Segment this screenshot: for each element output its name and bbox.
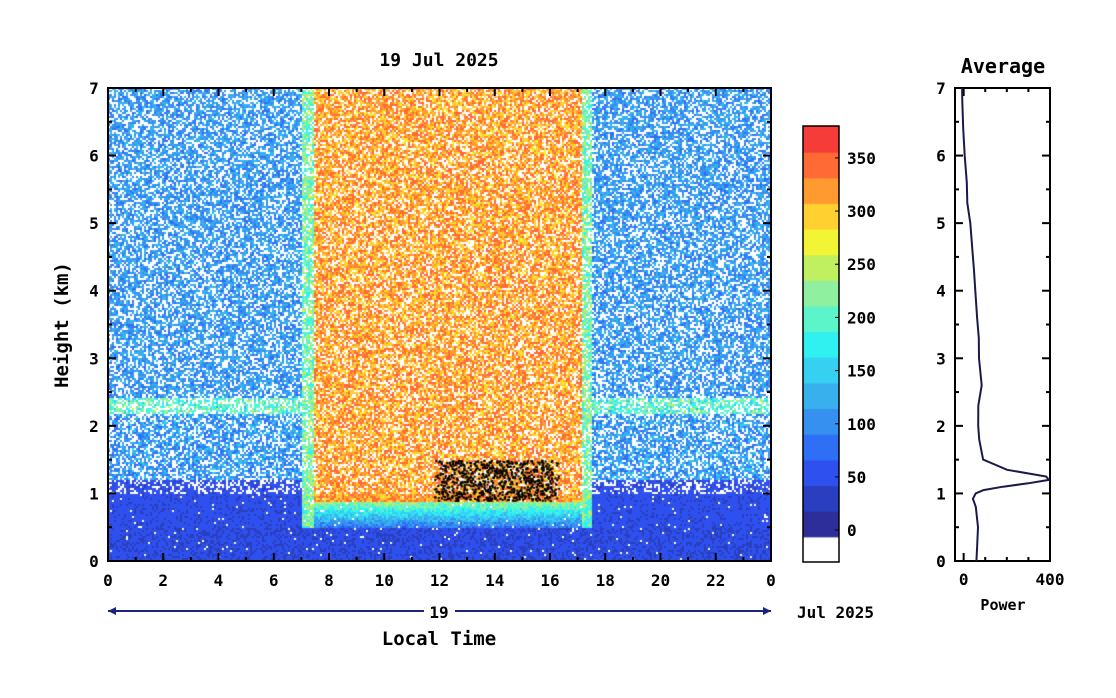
main-x-tick-label: 0 bbox=[103, 571, 113, 590]
colorbar-tick-label: 50 bbox=[847, 468, 866, 487]
main-y-tick-label: 7 bbox=[89, 79, 99, 98]
main-x-tick-label: 20 bbox=[651, 571, 670, 590]
colorbar-frame bbox=[802, 125, 840, 563]
main-plot-frame bbox=[107, 87, 772, 562]
main-y-tick-label: 5 bbox=[89, 214, 99, 233]
date-span-arrow-right bbox=[763, 607, 771, 615]
heatmap-canvas bbox=[108, 88, 771, 561]
profile-x-tick-label: 0 bbox=[959, 570, 969, 589]
main-y-tick-label: 0 bbox=[89, 552, 99, 571]
colorbar-tick-label: 250 bbox=[847, 255, 876, 274]
colorbar-tick-label: 200 bbox=[847, 308, 876, 327]
profile-line bbox=[961, 87, 1051, 562]
main-x-tick-label: 18 bbox=[596, 571, 615, 590]
main-x-tick-label: 14 bbox=[485, 571, 504, 590]
main-x-tick-label: 8 bbox=[324, 571, 334, 590]
profile-title: Average bbox=[961, 54, 1045, 78]
profile-y-tick-label: 4 bbox=[936, 282, 946, 301]
colorbar-tick-label: 350 bbox=[847, 149, 876, 168]
profile-y-tick-label: 7 bbox=[936, 79, 946, 98]
main-x-label: Local Time bbox=[382, 628, 496, 650]
profile-plot-frame bbox=[954, 87, 1051, 562]
colorbar-tick-label: 150 bbox=[847, 362, 876, 381]
date-suffix: Jul 2025 bbox=[797, 603, 874, 622]
main-x-tick-label: 16 bbox=[540, 571, 559, 590]
date-label: 19 bbox=[429, 603, 448, 622]
date-span-arrow-left bbox=[108, 607, 116, 615]
main-y-tick-label: 6 bbox=[89, 147, 99, 166]
colorbar-tick-label: 0 bbox=[847, 521, 857, 540]
main-x-tick-label: 2 bbox=[158, 571, 168, 590]
colorbar-tick-label: 300 bbox=[847, 202, 876, 221]
profile-y-tick-label: 3 bbox=[936, 349, 946, 368]
colorbar-canvas bbox=[803, 126, 839, 562]
main-y-tick-label: 1 bbox=[89, 484, 99, 503]
profile-y-tick-label: 5 bbox=[936, 214, 946, 233]
colorbar-tick-label: 100 bbox=[847, 415, 876, 434]
main-y-label: Height (km) bbox=[51, 262, 73, 388]
profile-y-tick-label: 0 bbox=[936, 552, 946, 571]
profile-y-tick-label: 2 bbox=[936, 417, 946, 436]
profile-y-tick-label: 1 bbox=[936, 484, 946, 503]
main-y-tick-label: 3 bbox=[89, 349, 99, 368]
main-x-tick-label: 4 bbox=[214, 571, 224, 590]
main-x-tick-label: 6 bbox=[269, 571, 279, 590]
main-y-tick-label: 4 bbox=[89, 282, 99, 301]
profile-y-tick-label: 6 bbox=[936, 147, 946, 166]
profile-x-tick-label: 400 bbox=[1036, 570, 1065, 589]
main-x-tick-label: 10 bbox=[375, 571, 394, 590]
main-x-tick-label: 22 bbox=[706, 571, 725, 590]
dynamic-marks: 0 2 4 6 8 10 12 14 16 18 20 22 001234567050100150200… bbox=[89, 79, 1064, 615]
main-title: 19 Jul 2025 bbox=[379, 50, 498, 71]
main-x-tick-label: 0 bbox=[766, 571, 776, 590]
main-y-tick-label: 2 bbox=[89, 417, 99, 436]
main-x-tick-label: 12 bbox=[430, 571, 449, 590]
profile-x-label: Power bbox=[980, 596, 1025, 614]
